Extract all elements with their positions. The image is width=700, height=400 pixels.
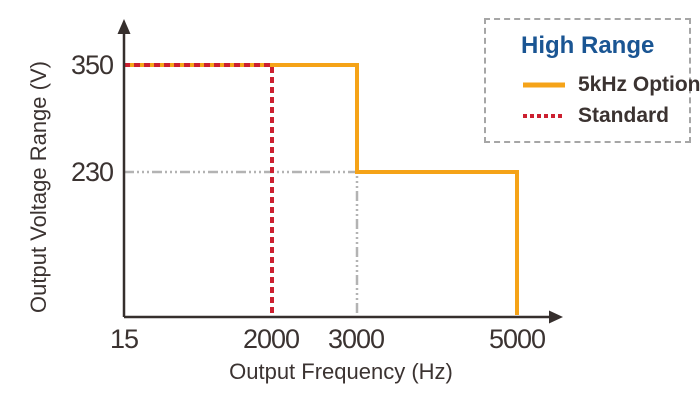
- legend-item-5khz-option: 5kHz Option: [486, 72, 700, 98]
- x-axis-title: Output Frequency (Hz): [229, 359, 453, 384]
- y-axis-title: Output Voltage Range (V): [26, 61, 51, 313]
- legend-label: 5kHz Option: [578, 73, 700, 96]
- x-tick-5000: 5000: [489, 324, 545, 354]
- y-axis-arrowhead-icon: [117, 19, 131, 34]
- legend: High Range 5kHz Option Standard: [484, 18, 700, 143]
- series-5khz-option: [124, 63, 519, 315]
- guide-line-230v: [124, 170, 359, 315]
- x-tick-2000: 2000: [243, 324, 299, 354]
- solid-line-swatch-icon: [523, 82, 565, 88]
- legend-title: High Range: [521, 32, 655, 59]
- y-tick-230: 230: [71, 157, 113, 187]
- x-axis-arrowhead-icon: [549, 310, 563, 324]
- series-standard: [124, 63, 274, 315]
- dashed-line-swatch-icon: [523, 114, 565, 118]
- y-tick-350: 350: [71, 50, 113, 80]
- x-tick-15: 15: [110, 324, 138, 354]
- legend-label: Standard: [578, 104, 670, 127]
- x-tick-3000: 3000: [328, 324, 384, 354]
- legend-item-standard: Standard: [486, 103, 669, 129]
